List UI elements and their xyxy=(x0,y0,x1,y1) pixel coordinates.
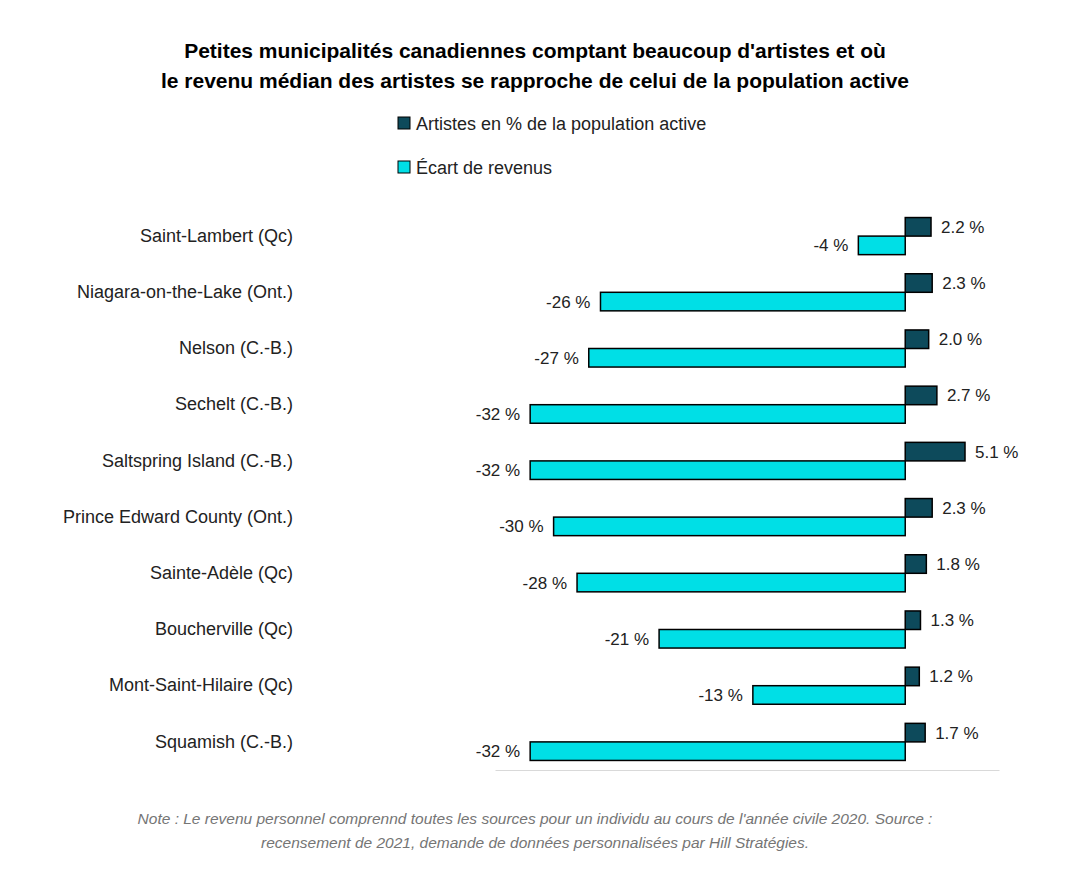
y-tick-label: Niagara-on-the-Lake (Ont.) xyxy=(77,282,293,302)
bar xyxy=(905,218,931,237)
y-tick: Prince Edward County (Ont.) xyxy=(63,507,300,527)
y-tick: Sainte-Adèle (Qc) xyxy=(150,563,300,583)
chart: Petites municipalités canadiennes compta… xyxy=(0,0,1070,882)
y-tick-label: Squamish (C.-B.) xyxy=(155,732,293,752)
data-label: 5.1 % xyxy=(975,443,1018,462)
bar xyxy=(530,742,905,761)
bar xyxy=(554,517,906,536)
bar xyxy=(753,686,905,705)
legend-entry: Artistes en % de la population active xyxy=(398,114,706,134)
y-tick-label: Sainte-Adèle (Qc) xyxy=(150,563,293,583)
title-line: le revenu médian des artistes se rapproc… xyxy=(161,69,909,92)
data-label: -21 % xyxy=(605,630,649,649)
legend-entry: Écart de revenus xyxy=(398,158,552,178)
data-label: 2.3 % xyxy=(942,274,985,293)
data-label: 2.7 % xyxy=(947,386,990,405)
data-label: 1.2 % xyxy=(929,667,972,686)
data-label: -26 % xyxy=(546,293,590,312)
title-line: Petites municipalités canadiennes compta… xyxy=(184,39,886,62)
bar xyxy=(905,667,919,686)
y-axis: Saint-Lambert (Qc) Niagara-on-the-Lake (O… xyxy=(63,209,301,771)
y-tick: Mont-Saint-Hilaire (Qc) xyxy=(109,675,300,695)
data-label: -30 % xyxy=(499,517,543,536)
data-label: 2.3 % xyxy=(942,499,985,518)
bar xyxy=(858,236,905,255)
data-label: -28 % xyxy=(523,574,567,593)
bar xyxy=(589,349,905,368)
y-tick-label: Mont-Saint-Hilaire (Qc) xyxy=(109,675,293,695)
y-tick-label: Prince Edward County (Ont.) xyxy=(63,507,293,527)
bar xyxy=(577,573,905,592)
legend-label: Artistes en % de la population active xyxy=(416,114,706,134)
x-axis xyxy=(496,770,1000,771)
bar xyxy=(905,330,928,349)
data-label: -13 % xyxy=(698,686,742,705)
y-tick-label: Nelson (C.-B.) xyxy=(179,338,293,358)
y-tick: Squamish (C.-B.) xyxy=(155,732,300,752)
y-tick-label: Saint-Lambert (Qc) xyxy=(140,226,293,246)
bar xyxy=(905,611,920,630)
legend-swatch xyxy=(398,161,410,173)
bar xyxy=(905,555,926,574)
y-tick: Sechelt (C.-B.) xyxy=(175,394,300,414)
bar xyxy=(905,386,937,405)
data-label: 2.2 % xyxy=(941,218,984,237)
data-label: -27 % xyxy=(534,349,578,368)
data-label: -4 % xyxy=(813,236,848,255)
bars xyxy=(530,218,965,761)
y-tick-label: Saltspring Island (C.-B.) xyxy=(102,451,293,471)
legend-swatch xyxy=(398,117,410,129)
data-label: -32 % xyxy=(476,405,520,424)
bar xyxy=(530,461,905,480)
y-tick: Saint-Lambert (Qc) xyxy=(140,226,300,246)
y-tick: Nelson (C.-B.) xyxy=(179,338,300,358)
bar xyxy=(905,723,925,742)
bar xyxy=(659,630,905,649)
legend-label: Écart de revenus xyxy=(416,158,552,178)
data-labels: 2.2 % 2.3 % 2.0 % 2.7 % 5.1 % 2.3 % 1.8 % 1.3 %… xyxy=(476,218,1019,761)
y-tick: Boucherville (Qc) xyxy=(155,619,300,639)
y-tick-label: Sechelt (C.-B.) xyxy=(175,394,293,414)
y-axis-line xyxy=(300,209,301,771)
y-tick-label: Boucherville (Qc) xyxy=(155,619,293,639)
note: Note : Le revenu personnel comprennd tou… xyxy=(138,810,933,851)
bar xyxy=(530,405,905,424)
y-tick: Niagara-on-the-Lake (Ont.) xyxy=(77,282,300,302)
title: Petites municipalités canadiennes compta… xyxy=(161,39,909,92)
data-label: -32 % xyxy=(476,742,520,761)
data-label: 1.8 % xyxy=(936,555,979,574)
bar xyxy=(905,442,965,461)
data-label: 1.7 % xyxy=(935,724,978,743)
data-label: -32 % xyxy=(476,461,520,480)
bar xyxy=(905,499,932,518)
data-label: 2.0 % xyxy=(939,330,982,349)
data-label: 1.3 % xyxy=(930,611,973,630)
bar xyxy=(905,274,932,293)
note-line: Note : Le revenu personnel comprennd tou… xyxy=(138,810,933,827)
note-line: recensement de 2021, demande de données … xyxy=(261,834,809,851)
x-axis-line xyxy=(496,770,1000,771)
y-tick: Saltspring Island (C.-B.) xyxy=(102,451,300,471)
bar xyxy=(600,292,905,311)
